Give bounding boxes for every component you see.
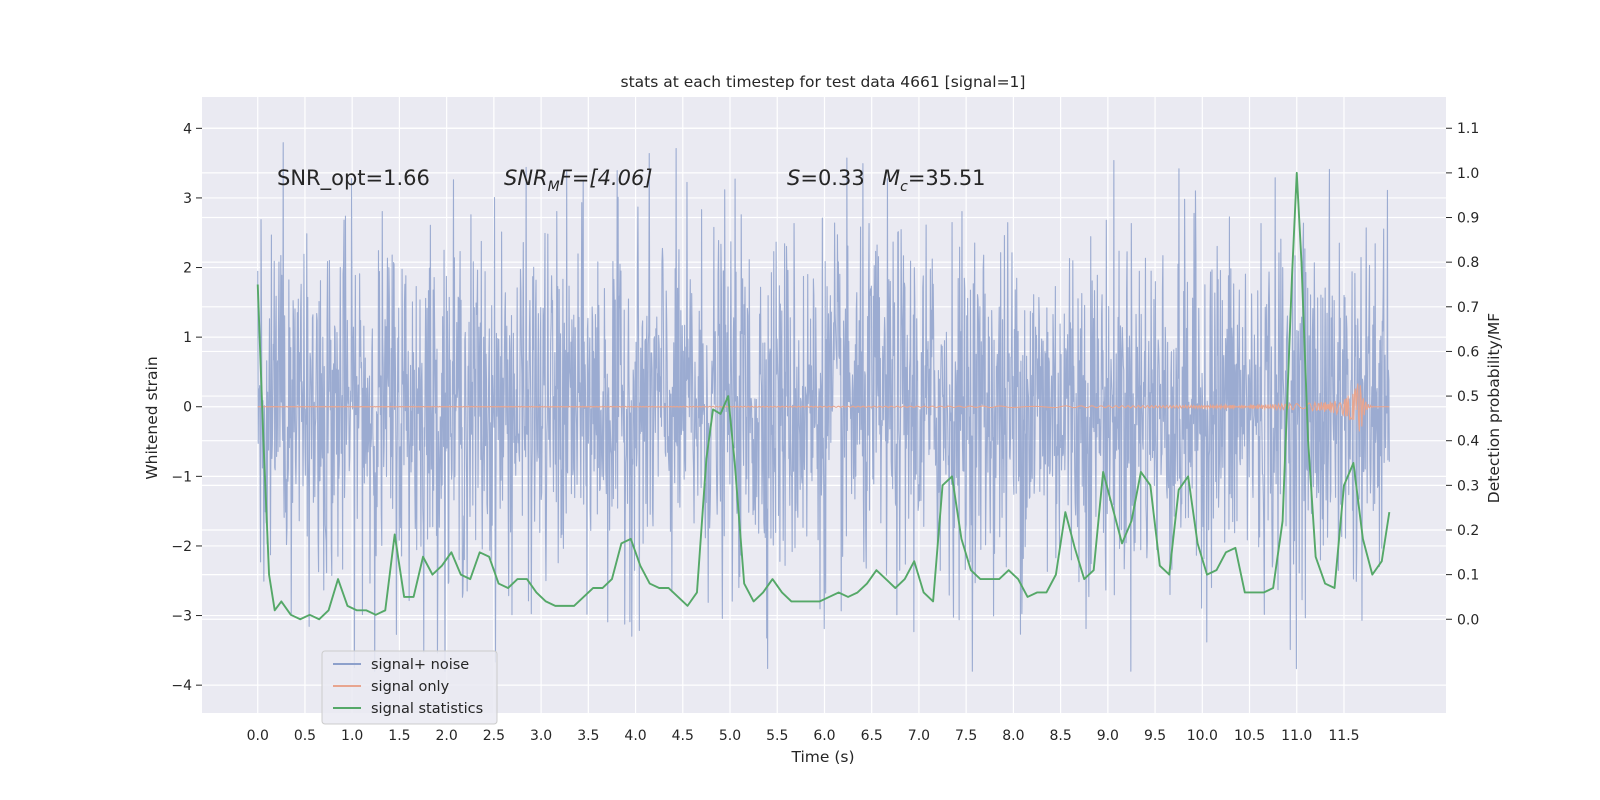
x-tick-label: 6.5 xyxy=(861,728,883,744)
legend-label-noise: signal+ noise xyxy=(371,657,469,673)
x-tick-label: 7.0 xyxy=(908,728,930,744)
annotation-mc-value: =35.51 xyxy=(908,166,986,190)
y-axis-left-label: Whitened strain xyxy=(143,356,161,479)
y-left-tick-label: −2 xyxy=(171,539,192,555)
annotation-mc-sub: c xyxy=(900,179,908,195)
y-left-tick-label: 0 xyxy=(183,400,192,416)
x-tick-label: 7.5 xyxy=(955,728,977,744)
annotation-s-sym: S xyxy=(787,166,800,190)
x-tick-label: 11.0 xyxy=(1281,728,1312,744)
x-tick-label: 8.0 xyxy=(1002,728,1024,744)
y-right-tick-label: 1.1 xyxy=(1457,121,1479,137)
y-left-tick-label: −1 xyxy=(171,469,192,485)
x-axis-label: Time (s) xyxy=(790,748,854,766)
x-tick-label: 0.5 xyxy=(294,728,316,744)
x-tick-label: 0.0 xyxy=(247,728,269,744)
annotation-snr-mf-sub: M xyxy=(548,179,560,195)
legend-label-signal: signal only xyxy=(371,679,450,695)
x-tick-label: 4.0 xyxy=(624,728,646,744)
x-tick-label: 1.0 xyxy=(341,728,363,744)
chart-title: stats at each timestep for test data 466… xyxy=(621,73,1026,91)
x-tick-label: 9.5 xyxy=(1144,728,1166,744)
y-axis-right-label: Detection probability/MF xyxy=(1485,313,1503,504)
x-tick-label: 8.5 xyxy=(1049,728,1071,744)
y-right-tick-label: 0.6 xyxy=(1457,344,1479,360)
y-right-tick-label: 0.3 xyxy=(1457,478,1479,494)
y-right-tick-label: 0.8 xyxy=(1457,255,1479,271)
y-left-tick-label: 1 xyxy=(183,330,192,346)
annotation-mc-sym: M xyxy=(882,166,900,190)
y-right-tick-label: 0.1 xyxy=(1457,568,1479,584)
y-right-tick-label: 1.0 xyxy=(1457,166,1479,182)
legend: signal+ noise signal only signal statist… xyxy=(321,650,498,725)
y-right-tick-label: 0.0 xyxy=(1457,612,1479,628)
annotation-snr-mf-rest: F=[4.06] xyxy=(560,166,653,190)
x-tick-label: 3.5 xyxy=(577,728,599,744)
y-right-tick-label: 0.4 xyxy=(1457,434,1479,450)
x-tick-label: 5.0 xyxy=(719,728,741,744)
x-tick-label: 2.5 xyxy=(483,728,505,744)
annotation-mc: Mc=35.51 xyxy=(882,166,986,195)
y-right-tick-label: 0.9 xyxy=(1457,211,1479,227)
annotation-snr-mf-main: SNR xyxy=(504,166,548,190)
legend-box xyxy=(321,650,498,725)
series-signal-statistics xyxy=(256,171,1391,621)
annotation-s: S=0.33 xyxy=(787,166,865,190)
legend-label-statistics: signal statistics xyxy=(371,701,483,717)
series-signal-noise xyxy=(257,142,1390,672)
x-tick-label: 10.5 xyxy=(1234,728,1265,744)
x-tick-label: 1.5 xyxy=(388,728,410,744)
x-tick-label: 4.5 xyxy=(672,728,694,744)
x-tick-label: 6.0 xyxy=(813,728,835,744)
y-left-tick-label: 4 xyxy=(183,121,192,137)
annotation-snr-mf: SNRMF=[4.06] xyxy=(504,166,653,195)
y-left-tick-label: −3 xyxy=(171,609,192,625)
series-signal-only xyxy=(257,383,1390,432)
y-right-tick-label: 0.5 xyxy=(1457,389,1479,405)
y-left-tick-label: 3 xyxy=(183,191,192,207)
y-left-tick-label: 2 xyxy=(183,261,192,277)
annotation-s-value: =0.33 xyxy=(800,166,864,190)
y-right-tick-label: 0.2 xyxy=(1457,523,1479,539)
annotation-snr-opt: SNR_opt=1.66 xyxy=(277,166,430,191)
x-tick-label: 9.0 xyxy=(1097,728,1119,744)
y-left-tick-label: −4 xyxy=(171,678,192,694)
x-tick-label: 5.5 xyxy=(766,728,788,744)
x-tick-label: 2.0 xyxy=(436,728,458,744)
x-tick-label: 3.0 xyxy=(530,728,552,744)
x-tick-label: 11.5 xyxy=(1328,728,1359,744)
y-right-tick-label: 0.7 xyxy=(1457,300,1479,316)
x-tick-label: 10.0 xyxy=(1187,728,1218,744)
